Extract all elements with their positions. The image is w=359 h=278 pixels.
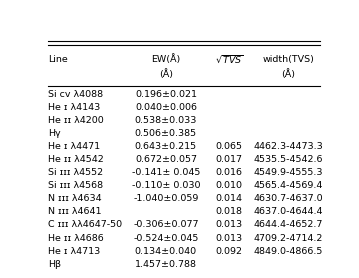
Text: 0.016: 0.016 — [216, 168, 243, 177]
Text: 4549.9-4555.3: 4549.9-4555.3 — [253, 168, 323, 177]
Text: 0.017: 0.017 — [216, 155, 243, 164]
Text: Hγ: Hγ — [48, 129, 60, 138]
Text: 4849.0-4866.5: 4849.0-4866.5 — [254, 247, 323, 255]
Text: He ɪ λ4143: He ɪ λ4143 — [48, 103, 100, 112]
Text: 4535.5-4542.6: 4535.5-4542.6 — [253, 155, 323, 164]
Text: 0.672±0.057: 0.672±0.057 — [135, 155, 197, 164]
Text: 0.010: 0.010 — [216, 181, 243, 190]
Text: 0.134±0.040: 0.134±0.040 — [135, 247, 197, 255]
Text: 0.196±0.021: 0.196±0.021 — [135, 90, 197, 99]
Text: 4565.4-4569.4: 4565.4-4569.4 — [254, 181, 323, 190]
Text: He ɪɪ λ4542: He ɪɪ λ4542 — [48, 155, 103, 164]
Text: (Å): (Å) — [159, 69, 173, 79]
Text: 0.065: 0.065 — [216, 142, 243, 151]
Text: Line: Line — [48, 54, 67, 64]
Text: 0.643±0.215: 0.643±0.215 — [135, 142, 197, 151]
Text: -0.306±0.077: -0.306±0.077 — [133, 220, 199, 229]
Text: 0.506±0.385: 0.506±0.385 — [135, 129, 197, 138]
Text: 4644.4-4652.7: 4644.4-4652.7 — [254, 220, 323, 229]
Text: He ɪɪ λ4686: He ɪɪ λ4686 — [48, 234, 103, 242]
Text: 0.538±0.033: 0.538±0.033 — [135, 116, 197, 125]
Text: 4709.2-4714.2: 4709.2-4714.2 — [254, 234, 323, 242]
Text: 4630.7-4637.0: 4630.7-4637.0 — [253, 194, 323, 203]
Text: 1.457±0.788: 1.457±0.788 — [135, 260, 197, 269]
Text: Si ɪɪɪ λ4552: Si ɪɪɪ λ4552 — [48, 168, 103, 177]
Text: -1.040±0.059: -1.040±0.059 — [133, 194, 199, 203]
Text: N ɪɪɪ λ4634: N ɪɪɪ λ4634 — [48, 194, 101, 203]
Text: 0.013: 0.013 — [216, 220, 243, 229]
Text: 0.040±0.006: 0.040±0.006 — [135, 103, 197, 112]
Text: EW(Å): EW(Å) — [151, 54, 181, 64]
Text: Hβ: Hβ — [48, 260, 61, 269]
Text: (Å): (Å) — [281, 69, 295, 79]
Text: Si ɪɪɪ λ4568: Si ɪɪɪ λ4568 — [48, 181, 103, 190]
Text: 4462.3-4473.3: 4462.3-4473.3 — [253, 142, 323, 151]
Text: N ɪɪɪ λ4641: N ɪɪɪ λ4641 — [48, 207, 101, 216]
Text: 0.092: 0.092 — [216, 247, 243, 255]
Text: He ɪ λ4713: He ɪ λ4713 — [48, 247, 100, 255]
Text: -0.141± 0.045: -0.141± 0.045 — [132, 168, 200, 177]
Text: 0.013: 0.013 — [216, 234, 243, 242]
Text: C ɪɪɪ λλ4647-50: C ɪɪɪ λλ4647-50 — [48, 220, 122, 229]
Text: Si ᴄᴠ λ4088: Si ᴄᴠ λ4088 — [48, 90, 103, 99]
Text: He ɪ λ4471: He ɪ λ4471 — [48, 142, 100, 151]
Text: $\sqrt{TVS}$: $\sqrt{TVS}$ — [215, 53, 244, 65]
Text: He ɪɪ λ4200: He ɪɪ λ4200 — [48, 116, 103, 125]
Text: 0.014: 0.014 — [216, 194, 243, 203]
Text: 4637.0-4644.4: 4637.0-4644.4 — [253, 207, 323, 216]
Text: 0.018: 0.018 — [216, 207, 243, 216]
Text: -0.110± 0.030: -0.110± 0.030 — [132, 181, 200, 190]
Text: width(TVS): width(TVS) — [262, 54, 314, 64]
Text: -0.524±0.045: -0.524±0.045 — [133, 234, 199, 242]
